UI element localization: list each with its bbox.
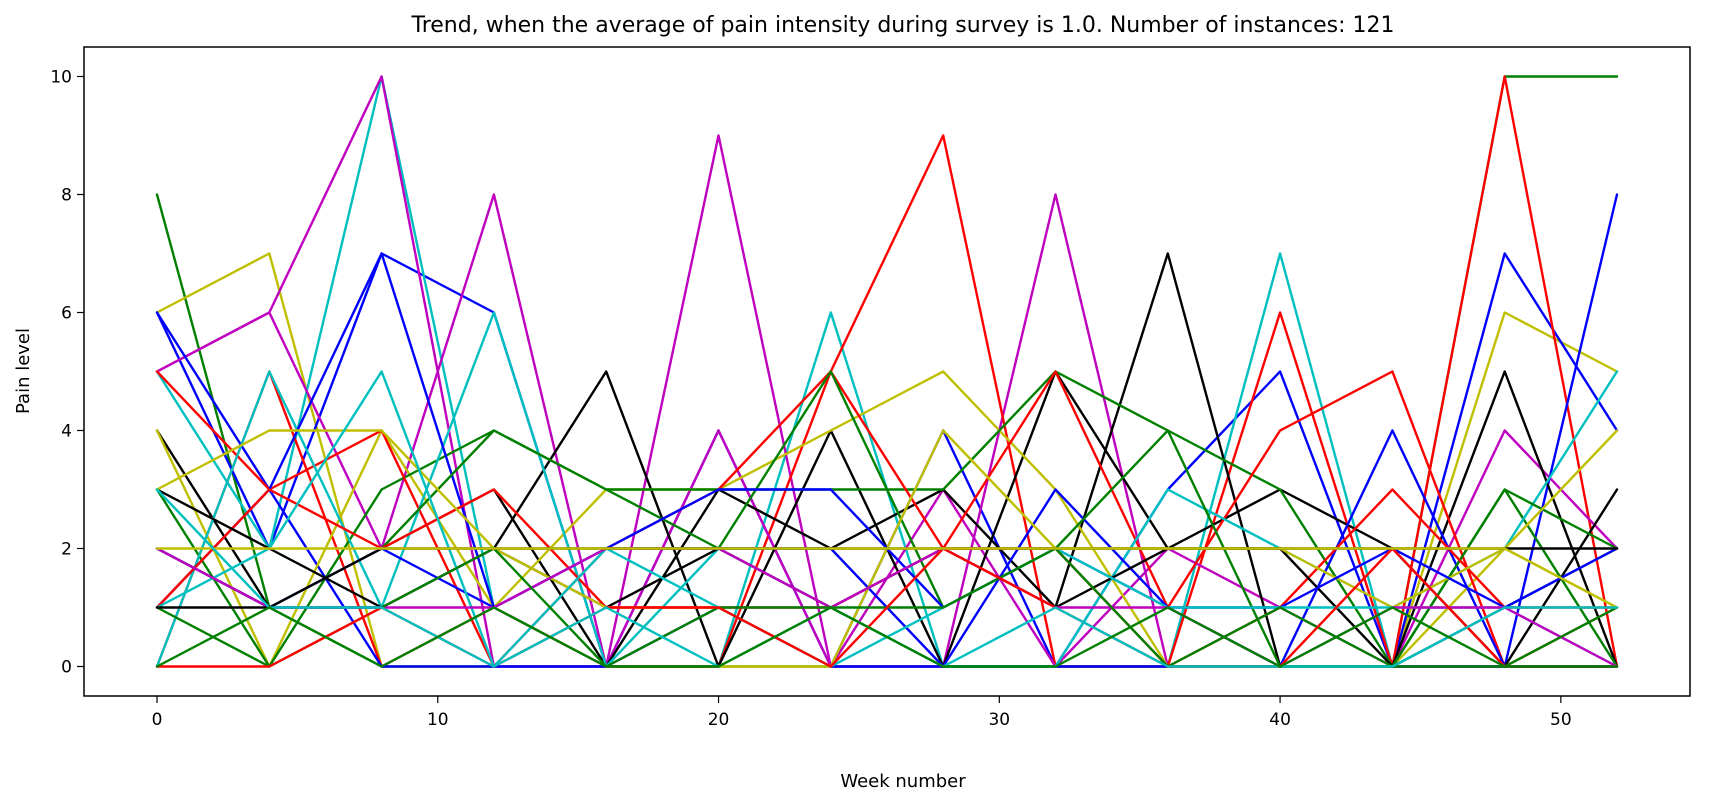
x-tick-label: 30 [988,710,1010,730]
x-tick-label: 10 [427,710,449,730]
y-axis-label: Pain level [13,328,34,414]
series-line-28 [155,606,1619,668]
y-tick-label: 0 [61,658,72,678]
x-tick-label: 50 [1550,710,1572,730]
series-layer [155,75,1619,668]
y-tick-label: 2 [61,540,72,560]
y-tick-label: 4 [61,422,72,442]
y-tick-label: 10 [50,68,72,88]
x-tick-label: 40 [1269,710,1291,730]
series-line-26 [155,547,1619,609]
chart-title: Trend, when the average of pain intensit… [411,13,1395,38]
plot-frame [83,46,1691,697]
series-line-13 [155,370,1619,668]
x-axis-label: Week number [840,771,966,792]
x-axis-ticks: 0 10 20 30 40 50 [152,696,1572,730]
x-tick-label: 0 [152,710,163,730]
x-tick-label: 20 [708,710,730,730]
y-axis-ticks: 0 2 4 6 8 10 [50,68,84,678]
y-tick-label: 6 [61,304,72,324]
y-tick-label: 8 [61,186,72,206]
